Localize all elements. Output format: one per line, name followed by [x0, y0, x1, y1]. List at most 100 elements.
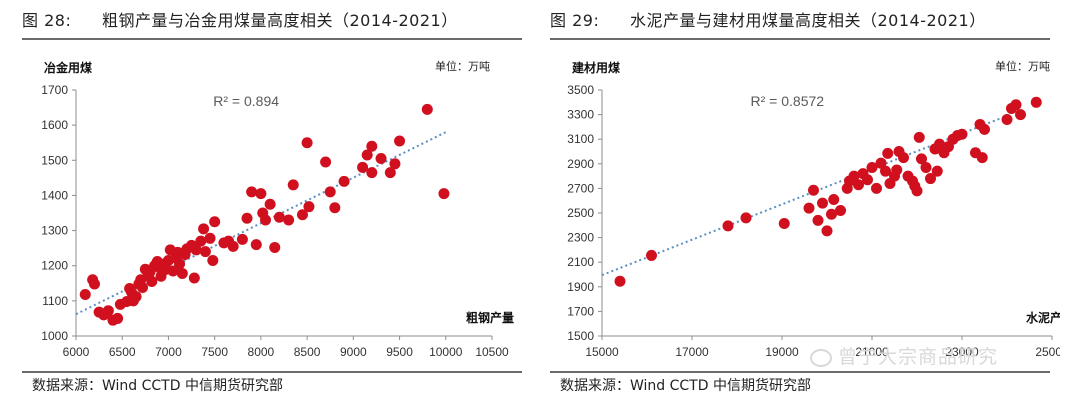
x-tick-label: 25000 [1035, 345, 1060, 359]
x-tick-label: 23000 [945, 345, 979, 359]
data-point [826, 208, 837, 220]
y-tick-label: 1200 [41, 259, 68, 273]
data-point [188, 272, 200, 284]
data-point [976, 152, 988, 164]
data-point [882, 147, 894, 159]
data-point [898, 152, 909, 164]
data-point [167, 265, 179, 277]
data-point [931, 165, 943, 177]
data-point [916, 153, 927, 165]
data-point [828, 193, 840, 205]
trend-line [75, 131, 447, 316]
x-axis-label: 粗钢产量 [466, 310, 514, 325]
data-point [260, 214, 272, 226]
data-point [421, 103, 433, 115]
data-source: 数据来源：Wind CCTD 中信期货研究部 [560, 378, 811, 394]
bottom-divider [550, 371, 1050, 373]
data-point [812, 214, 824, 226]
data-point [236, 233, 248, 245]
y-tick-label: 2100 [567, 255, 594, 269]
data-point [979, 123, 990, 135]
data-point [1015, 109, 1026, 121]
data-point [875, 157, 887, 169]
data-point [198, 223, 210, 235]
data-point [190, 244, 202, 256]
figure-caption: 水泥产量与建材用煤量高度相关（2014-2021） [630, 11, 986, 30]
data-point [361, 149, 373, 161]
data-point [301, 137, 313, 149]
data-point [614, 275, 626, 287]
data-point [366, 167, 378, 179]
data-point [438, 188, 450, 200]
x-tick-label: 6000 [63, 345, 90, 359]
data-point [866, 161, 878, 173]
data-point [338, 175, 350, 187]
x-axis-label: 水泥产量 [1026, 310, 1060, 325]
data-point [209, 216, 221, 228]
data-point [269, 241, 281, 253]
x-tick-label: 8500 [294, 345, 321, 359]
data-point [357, 161, 369, 173]
data-point [803, 202, 815, 214]
y-tick-label: 1100 [42, 294, 68, 308]
figure-28-panel: 图 28: 粗钢产量与冶金用煤量高度相关（2014-2021） 1000 1100 1… [22, 0, 542, 405]
data-point [283, 214, 295, 226]
y-tick-label: 3500 [567, 83, 594, 97]
y-tick-label: 1500 [567, 329, 594, 343]
data-point [384, 167, 396, 179]
figure-title: 图 28: 粗钢产量与冶金用煤量高度相关（2014-2021） [22, 8, 532, 34]
data-point [146, 276, 158, 288]
y-tick-label: 2700 [567, 181, 594, 195]
figure-caption: 粗钢产量与冶金用煤量高度相关（2014-2021） [102, 11, 458, 30]
data-point [911, 185, 923, 197]
data-point [102, 305, 114, 317]
data-point [329, 202, 341, 214]
title-divider [550, 38, 1050, 40]
data-point [227, 240, 239, 252]
data-point [934, 138, 945, 150]
data-point [925, 173, 936, 185]
y-tick-label: 1900 [567, 280, 594, 294]
data-point [204, 232, 216, 244]
bottom-divider [22, 371, 522, 373]
y-axis-label: 建材用煤 [571, 60, 620, 75]
data-point [264, 198, 276, 210]
x-tick-label: 8000 [248, 345, 275, 359]
data-point [246, 186, 258, 198]
x-tick-label: 7500 [201, 345, 228, 359]
data-point [835, 205, 846, 217]
scatter-chart-cement-coal: 1500 1700 1900 2100 2300 2500 2700 2900 3100 3300… [567, 59, 1060, 359]
y-tick-label: 1700 [567, 304, 594, 318]
data-point [1030, 96, 1042, 108]
data-point [920, 161, 932, 173]
trend-line [601, 114, 1008, 277]
r-squared-label: R² = 0.894 [213, 93, 279, 109]
data-point [375, 153, 387, 165]
y-tick-label: 1500 [41, 153, 68, 167]
x-tick-label: 9500 [386, 345, 413, 359]
y-tick-label: 1600 [41, 118, 68, 132]
data-point [778, 217, 790, 229]
data-point [199, 246, 211, 258]
data-point [174, 258, 186, 270]
scatter-chart-steel-coal: 1000 1100 1200 1300 1400 1500 1600 1700 6000 6500… [41, 59, 514, 359]
data-point [817, 197, 828, 209]
data-point [287, 179, 299, 191]
y-tick-label: 2300 [567, 231, 594, 245]
data-point [79, 289, 91, 301]
data-point [740, 212, 752, 224]
watermark-text: 曾宁大宗商品研究 [838, 346, 999, 368]
y-tick-label: 1000 [41, 329, 68, 343]
r-squared-label: R² = 0.8572 [751, 93, 825, 109]
y-tick-label: 1400 [41, 188, 68, 202]
y-tick-label: 1700 [41, 83, 68, 97]
data-point [853, 179, 864, 191]
data-point [112, 312, 124, 324]
y-tick-label: 2900 [567, 157, 594, 171]
data-point [862, 174, 873, 186]
data-point [848, 170, 860, 182]
data-point [255, 188, 267, 200]
data-point [808, 184, 819, 196]
data-point [296, 209, 308, 221]
data-point [137, 282, 149, 294]
